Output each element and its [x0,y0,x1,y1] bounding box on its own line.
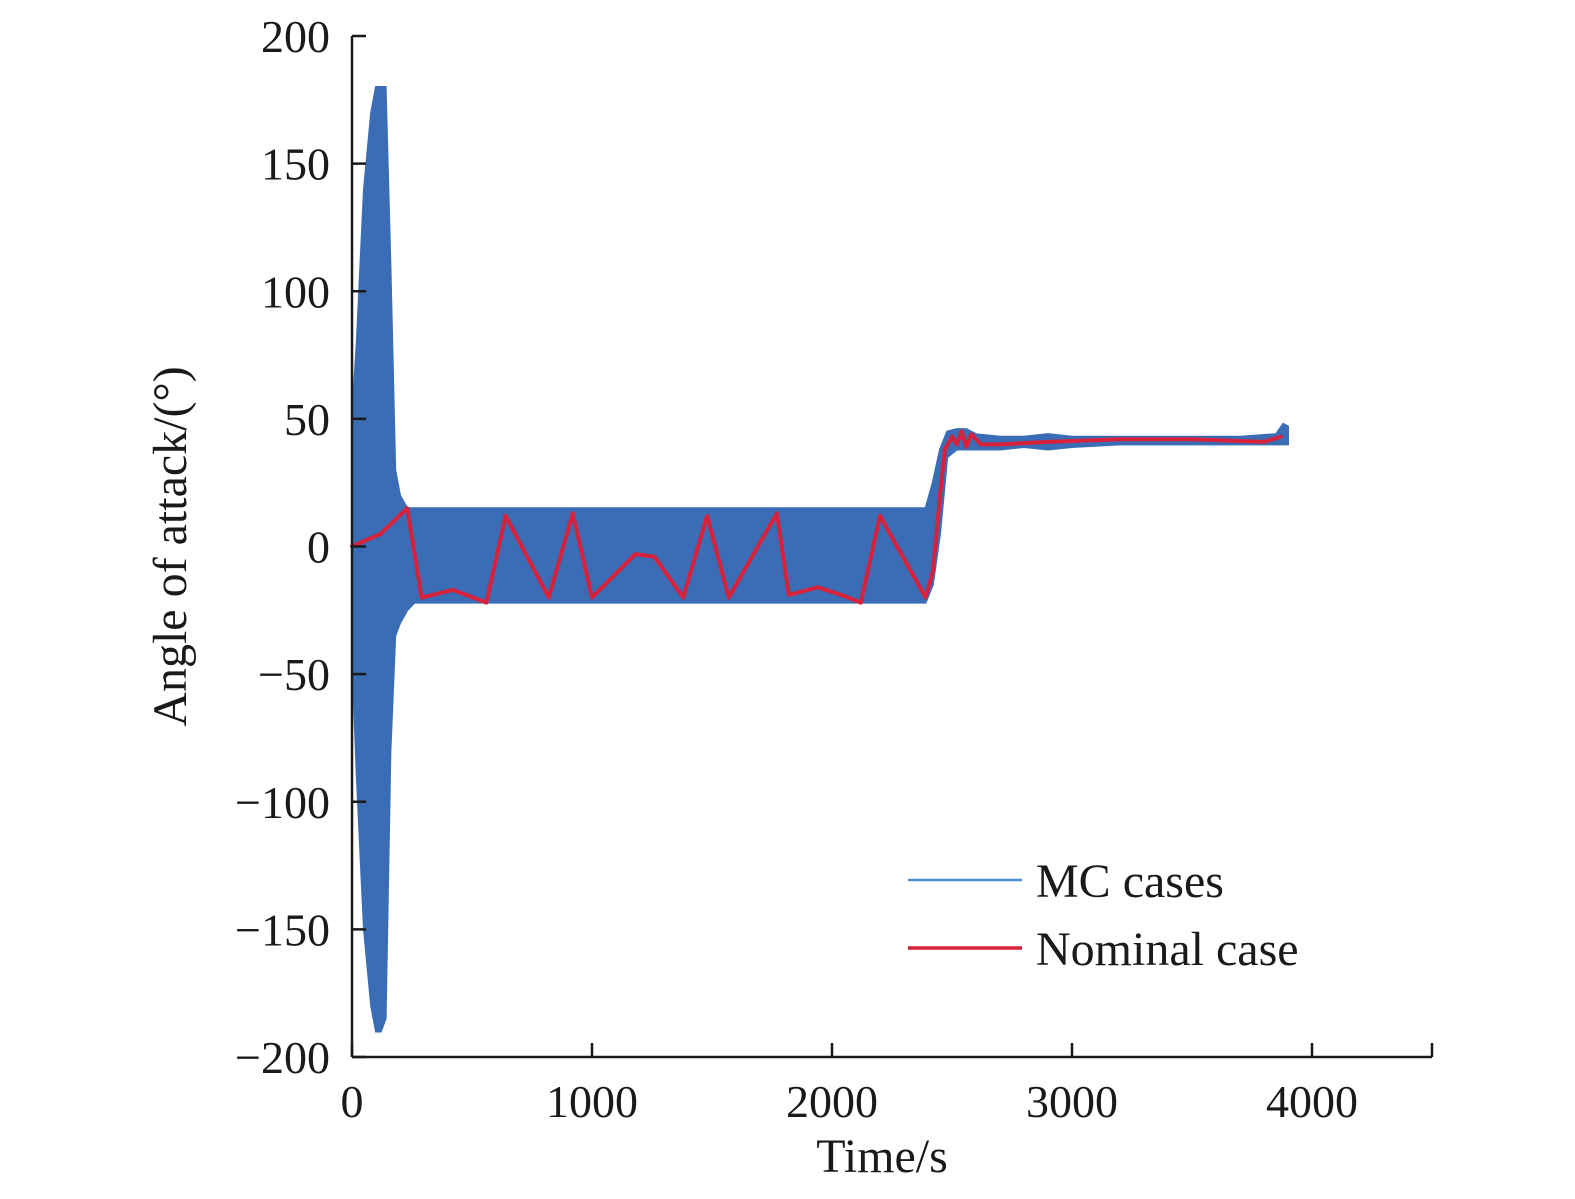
y-tick-label: −100 [235,777,330,828]
legend-label-mc-cases: MC cases [1036,855,1224,908]
y-tick-label: 50 [284,394,330,445]
legend-label-nominal-case: Nominal case [1036,923,1299,976]
x-tick-label: 1000 [546,1076,638,1127]
x-tick-label: 4000 [1266,1076,1358,1127]
band-layer [351,86,1289,1033]
y-axis-title: Angle of attack/(°) [144,366,197,726]
x-tick-label: 3000 [1026,1076,1118,1127]
y-tick-label: −50 [258,649,330,700]
series-line-nominal-case [350,429,1283,605]
series-band-mc-cases [351,86,1289,1033]
x-tick-label: 0 [341,1076,364,1127]
y-tick-label: 200 [261,11,330,62]
x-tick-label: 2000 [786,1076,878,1127]
y-tick-label: 0 [307,522,330,573]
y-tick-label: −200 [235,1032,330,1083]
line-layer [350,429,1283,605]
y-tick-label: 100 [261,266,330,317]
legend: MC cases Nominal case [908,855,1299,976]
y-tick-label: −150 [235,904,330,955]
y-tick-label: 150 [261,139,330,190]
x-axis-title: Time/s [816,1130,948,1183]
